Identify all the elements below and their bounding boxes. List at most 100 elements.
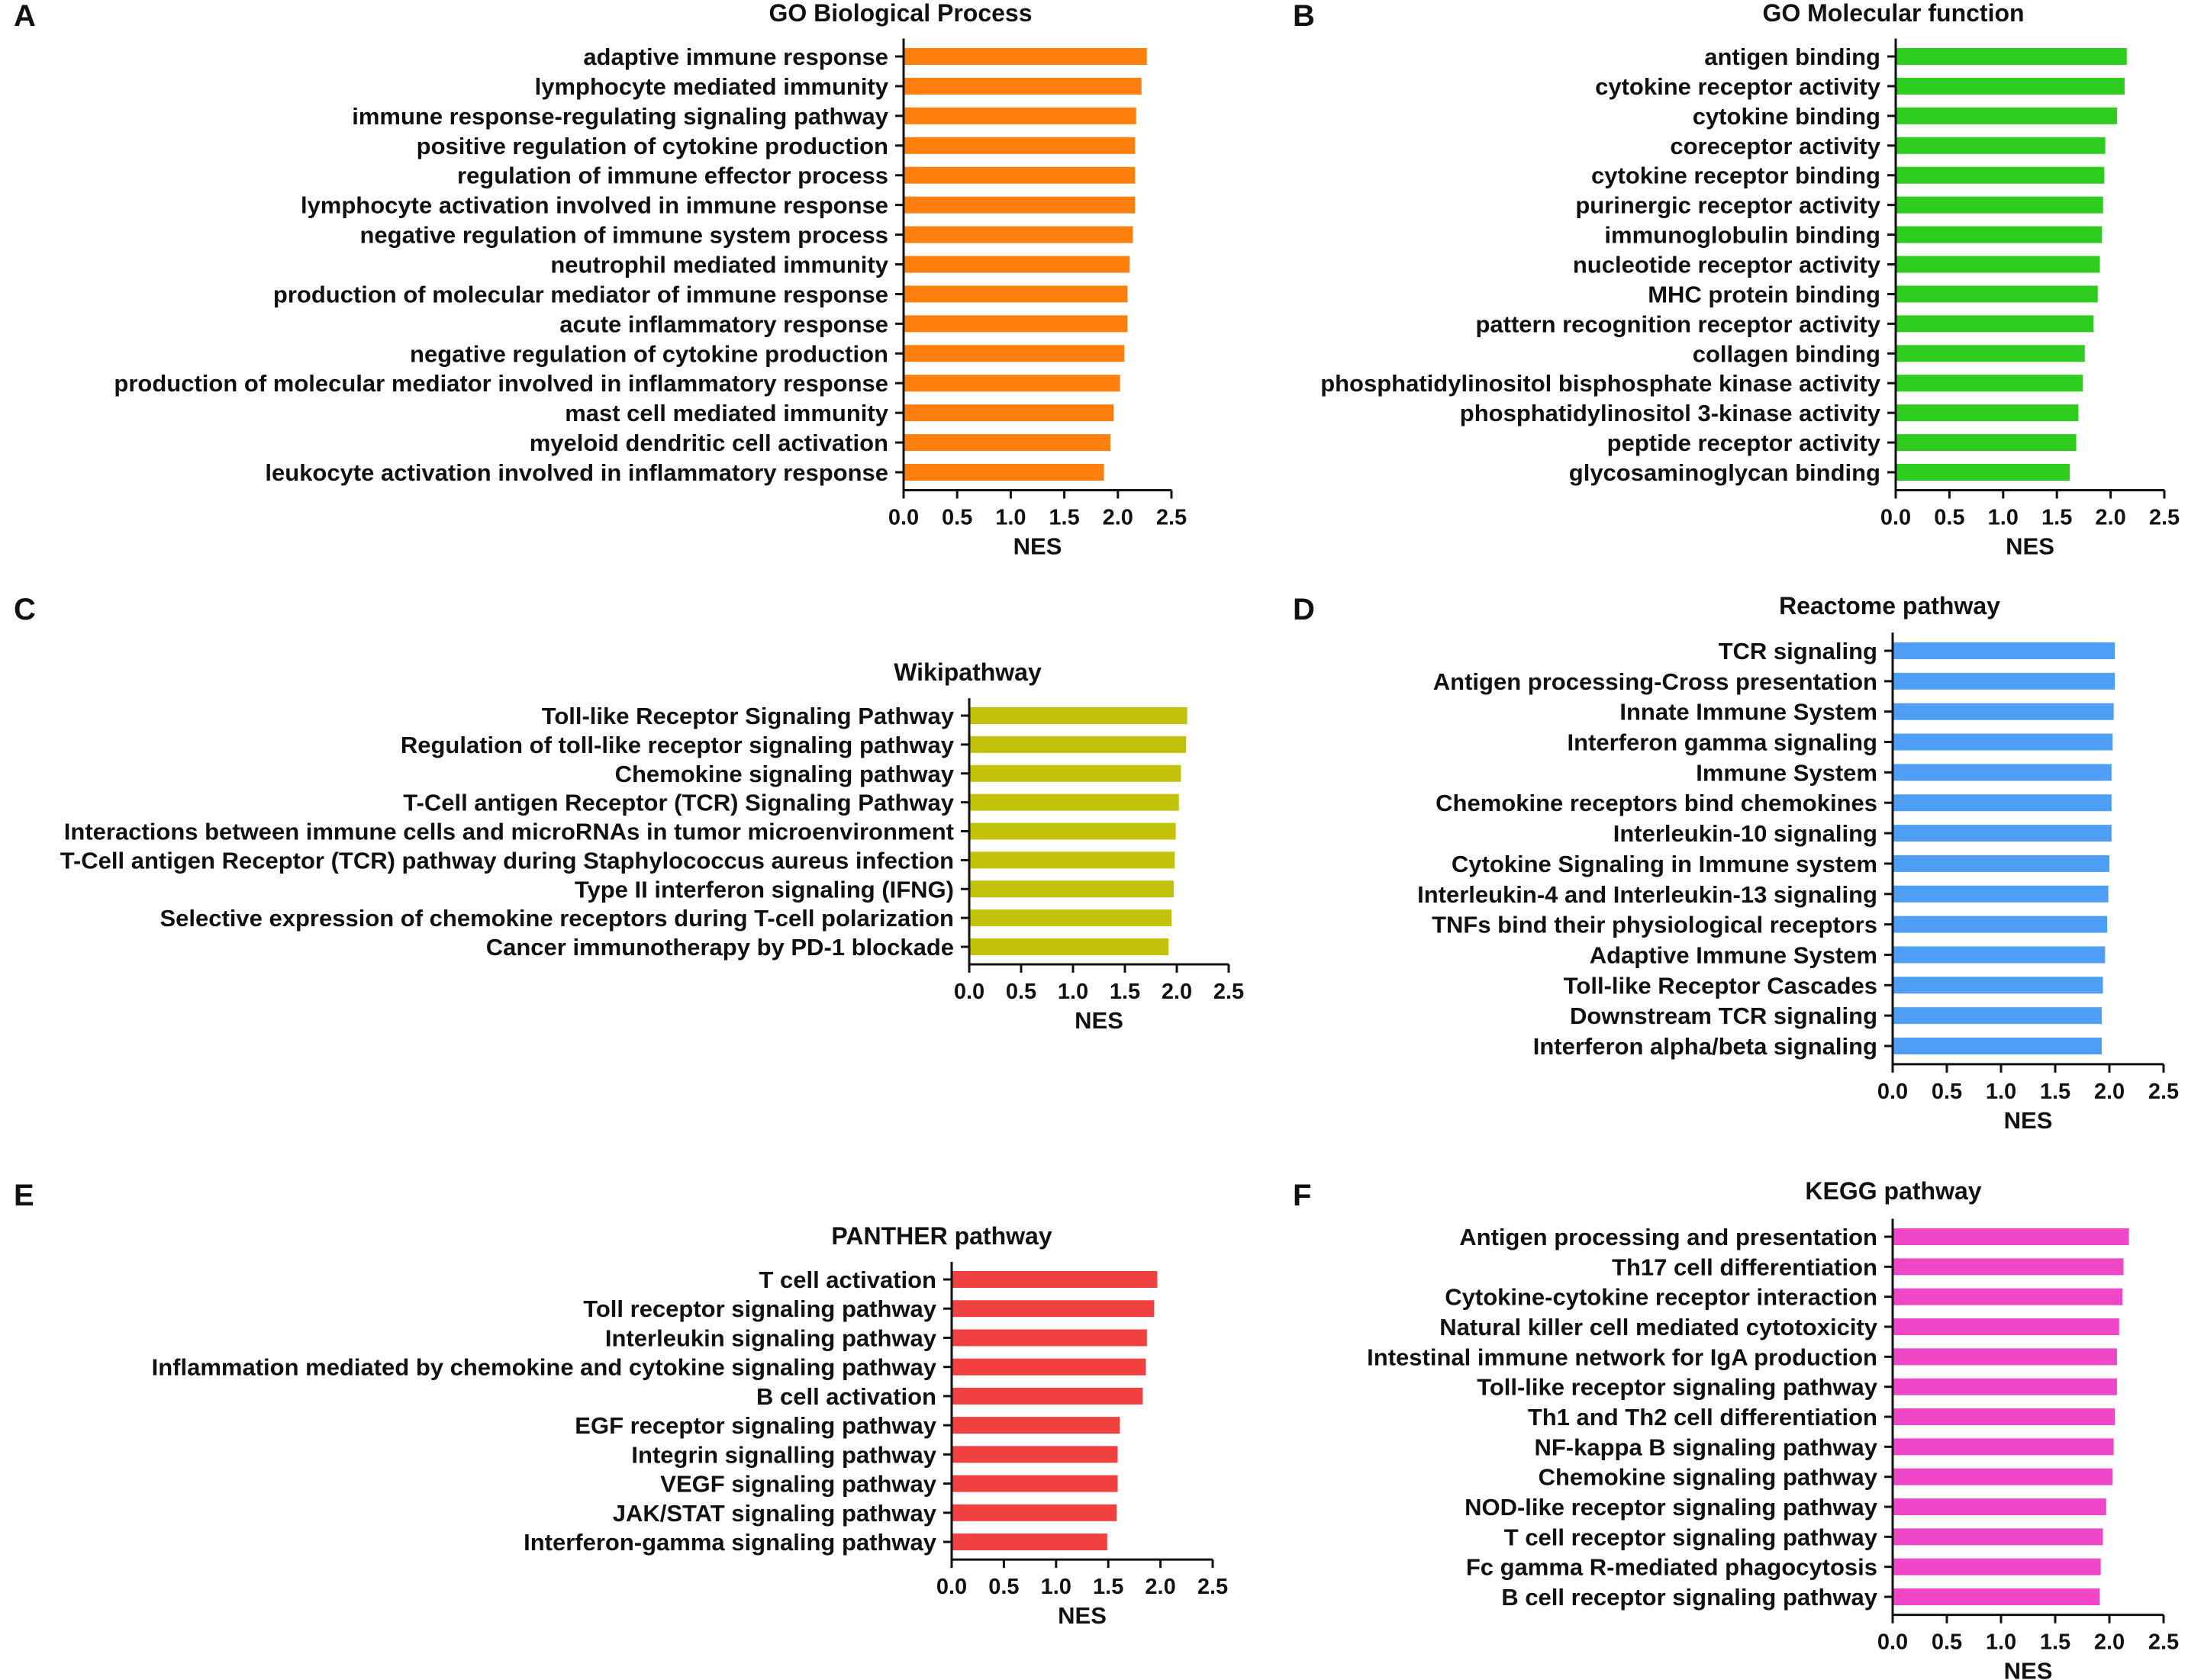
bar: [1893, 854, 2109, 872]
bar: [1893, 1288, 2123, 1305]
category-label: Fc gamma R-mediated phagocytosis: [1466, 1554, 1877, 1581]
x-axis-title: NES: [2006, 533, 2054, 559]
bar: [1893, 1588, 2100, 1605]
x-tick-label: 1.0: [1986, 1080, 2016, 1104]
bar: [1893, 672, 2115, 690]
category-label: Th17 cell differentiation: [1612, 1254, 1877, 1280]
x-tick-label: 0.5: [1006, 980, 1036, 1004]
chart-title: KEGG pathway: [1805, 1177, 1981, 1205]
bar: [904, 226, 1133, 243]
category-label: T-Cell antigen Receptor (TCR) Signaling …: [403, 790, 954, 816]
category-label: coreceptor activity: [1670, 133, 1880, 159]
bar: [1893, 733, 2113, 751]
category-label: TNFs bind their physiological receptors: [1432, 912, 1877, 938]
x-tick-label: 1.0: [1988, 505, 2019, 529]
bar: [904, 464, 1104, 481]
x-tick-label: 2.0: [2095, 505, 2125, 529]
bar: [1896, 137, 2106, 154]
bar: [1893, 794, 2112, 812]
x-tick-label: 1.0: [1986, 1630, 2016, 1655]
category-label: T cell receptor signaling pathway: [1504, 1524, 1878, 1550]
category-label: Inflammation mediated by chemokine and c…: [152, 1354, 937, 1381]
category-label: Cancer immunotherapy by PD-1 blockade: [486, 934, 954, 961]
category-label: EGF receptor signaling pathway: [575, 1412, 936, 1439]
x-tick-label: 1.0: [995, 505, 1026, 529]
bar: [904, 256, 1130, 273]
chart-title: GO Molecular function: [1762, 0, 2024, 27]
bar: [1896, 107, 2118, 124]
panel-letter: E: [14, 1179, 34, 1212]
x-tick-label: 1.5: [1093, 1575, 1123, 1599]
bar: [1893, 703, 2114, 720]
category-label: leukocyte activation involved in inflamm…: [265, 459, 888, 486]
category-label: Cytokine-cytokine receptor interaction: [1445, 1284, 1877, 1311]
x-tick-label: 1.0: [1058, 980, 1088, 1004]
bar: [952, 1271, 1158, 1288]
category-label: B cell activation: [756, 1383, 936, 1410]
x-tick-label: 2.0: [1145, 1575, 1175, 1599]
bar: [904, 345, 1125, 362]
x-tick-label: 1.5: [2040, 1080, 2070, 1104]
category-label: Toll-like Receptor Cascades: [1564, 972, 1877, 999]
bar: [969, 822, 1176, 840]
x-axis-title: NES: [1075, 1007, 1123, 1034]
bar: [1893, 1408, 2115, 1425]
x-tick-label: 0.0: [936, 1575, 967, 1599]
bar: [1893, 825, 2112, 842]
bar: [904, 285, 1128, 303]
x-tick-label: 2.0: [1103, 505, 1133, 529]
category-label: Type II interferon signaling (IFNG): [575, 876, 954, 903]
category-label: Interleukin signaling pathway: [605, 1324, 937, 1351]
bar: [1893, 642, 2115, 659]
category-label: Immune System: [1696, 759, 1877, 786]
x-tick-label: 2.5: [1197, 1575, 1228, 1599]
bar: [969, 909, 1172, 927]
category-label: cytokine receptor binding: [1591, 163, 1880, 189]
bar: [969, 764, 1181, 782]
bar: [1893, 1318, 2119, 1335]
bar: [1893, 764, 2112, 781]
chart-title: GO Biological Process: [769, 0, 1033, 27]
bar: [1893, 1228, 2129, 1245]
panel-letter: C: [14, 593, 36, 626]
x-tick-label: 0.5: [988, 1575, 1019, 1599]
bar: [1896, 77, 2125, 95]
category-label: Intestinal immune network for IgA produc…: [1367, 1344, 1877, 1370]
category-label: negative regulation of cytokine producti…: [410, 340, 888, 367]
category-label: cytokine binding: [1693, 103, 1880, 130]
category-label: T-Cell antigen Receptor (TCR) pathway du…: [60, 847, 954, 874]
bar: [969, 880, 1174, 898]
x-tick-label: 0.0: [1880, 505, 1911, 529]
x-tick-label: 0.5: [1932, 1080, 1962, 1104]
bar: [1893, 1468, 2113, 1485]
bar: [1896, 48, 2127, 65]
x-tick-label: 2.0: [2094, 1080, 2125, 1104]
bar: [969, 851, 1175, 869]
category-label: Regulation of toll-like receptor signali…: [401, 732, 955, 758]
category-label: Antigen processing-Cross presentation: [1433, 668, 1877, 695]
x-tick-label: 0.5: [942, 505, 972, 529]
category-label: immune response-regulating signaling pat…: [352, 103, 889, 130]
bar: [904, 196, 1136, 214]
panel-letter: D: [1293, 593, 1315, 626]
panel-letter: F: [1293, 1179, 1311, 1212]
category-label: Interleukin-10 signaling: [1613, 820, 1877, 847]
bar: [1893, 1038, 2103, 1054]
bar: [1896, 315, 2094, 333]
chart-panel-c: C Wikipathway Toll-like Receptor Signaling…: [14, 593, 1244, 1034]
category-label: lymphocyte activation involved in immune…: [301, 192, 888, 219]
category-label: Chemokine signaling pathway: [615, 761, 955, 787]
category-label: Integrin signalling pathway: [631, 1441, 936, 1468]
category-label: myeloid dendritic cell activation: [530, 430, 888, 456]
bar: [969, 938, 1169, 955]
bar: [1896, 434, 2077, 452]
bar: [1896, 196, 2103, 214]
category-label: Chemokine receptors bind chemokines: [1436, 790, 1877, 816]
category-label: production of molecular mediator involve…: [114, 370, 888, 397]
category-label: antigen binding: [1704, 43, 1880, 70]
chart-title: Wikipathway: [894, 658, 1042, 686]
panel-letter: A: [14, 0, 36, 33]
chart-panel-f: F KEGG pathway Antigen processing and pres…: [1293, 1177, 2179, 1680]
